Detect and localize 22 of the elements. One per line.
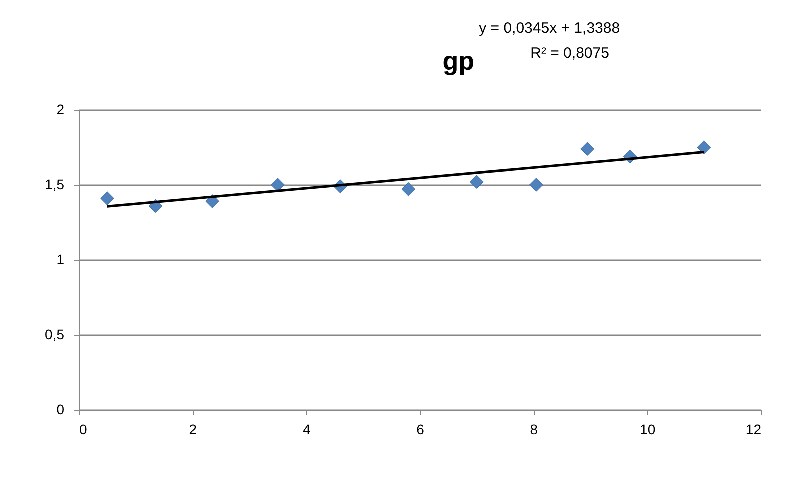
y-tick-label: 1,5 bbox=[45, 176, 65, 192]
point bbox=[100, 192, 114, 206]
x-tick-label: 6 bbox=[416, 422, 425, 438]
x-tick-label: 8 bbox=[530, 422, 538, 438]
point bbox=[402, 182, 416, 196]
point bbox=[270, 178, 285, 192]
point bbox=[470, 175, 484, 189]
y-tick-label: 2 bbox=[56, 102, 65, 118]
point bbox=[580, 142, 595, 156]
x-tick-label: 4 bbox=[302, 422, 311, 438]
chart-title: gp bbox=[442, 46, 475, 76]
text: R² = 0,8075 bbox=[530, 45, 610, 62]
y-tick-label: 0 bbox=[56, 402, 65, 418]
y-tick-label: 1 bbox=[56, 252, 65, 268]
text: y = 0,0345x + 1,3388 bbox=[479, 20, 620, 37]
point bbox=[697, 140, 712, 154]
x-tick-label: 2 bbox=[189, 422, 198, 438]
x-tick-label: 10 bbox=[640, 422, 656, 438]
point bbox=[530, 178, 544, 192]
y-tick-label: 0,5 bbox=[45, 326, 65, 342]
x-tick-label: 0 bbox=[80, 422, 88, 438]
x-tick-label: 12 bbox=[746, 422, 762, 438]
